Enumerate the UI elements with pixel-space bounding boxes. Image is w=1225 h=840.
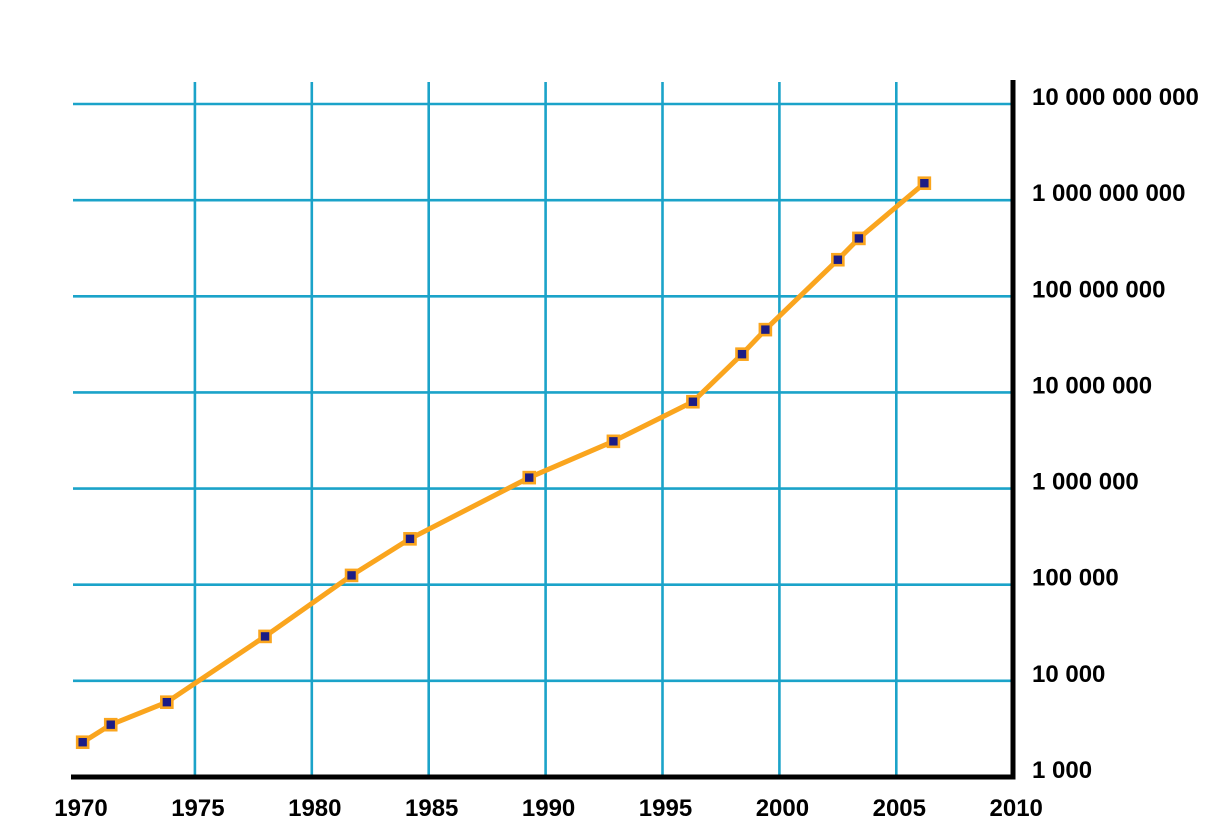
x-tick-label: 1985 <box>405 795 458 822</box>
data-series-line <box>80 180 927 745</box>
data-point-marker <box>258 629 272 644</box>
x-tick-label: 1975 <box>171 795 224 822</box>
data-point-marker <box>852 231 866 246</box>
data-point-marker <box>606 434 621 449</box>
data-point-marker <box>344 568 359 583</box>
data-point-marker <box>917 176 932 191</box>
x-tick-label: 2005 <box>873 795 926 822</box>
y-tick-label: 100 000 000 <box>1032 276 1165 303</box>
y-tick-label: 10 000 000 <box>1032 372 1152 399</box>
x-tick-label: 1995 <box>639 795 692 822</box>
data-point-marker <box>75 735 90 750</box>
data-point-marker <box>103 717 118 732</box>
x-tick-label: 2000 <box>756 795 809 822</box>
y-tick-label: 1 000 <box>1032 757 1092 784</box>
y-tick-label: 1 000 000 <box>1032 469 1139 496</box>
data-point-marker <box>686 394 700 409</box>
y-tick-label: 1 000 000 000 <box>1032 180 1185 207</box>
x-tick-label: 1970 <box>54 795 107 822</box>
data-point-marker <box>735 347 749 361</box>
data-point-marker <box>522 470 537 485</box>
y-tick-label: 10 000 000 000 <box>1032 84 1199 111</box>
y-tick-label: 10 000 <box>1032 661 1105 688</box>
data-point-marker <box>758 322 773 337</box>
data-point-marker <box>160 695 174 709</box>
x-tick-label: 1990 <box>522 795 575 822</box>
data-point-marker <box>831 252 845 267</box>
x-tick-label: 1980 <box>288 795 341 822</box>
x-tick-label: 2010 <box>990 795 1043 822</box>
data-point-marker <box>403 532 417 546</box>
y-tick-label: 100 000 <box>1032 565 1119 592</box>
